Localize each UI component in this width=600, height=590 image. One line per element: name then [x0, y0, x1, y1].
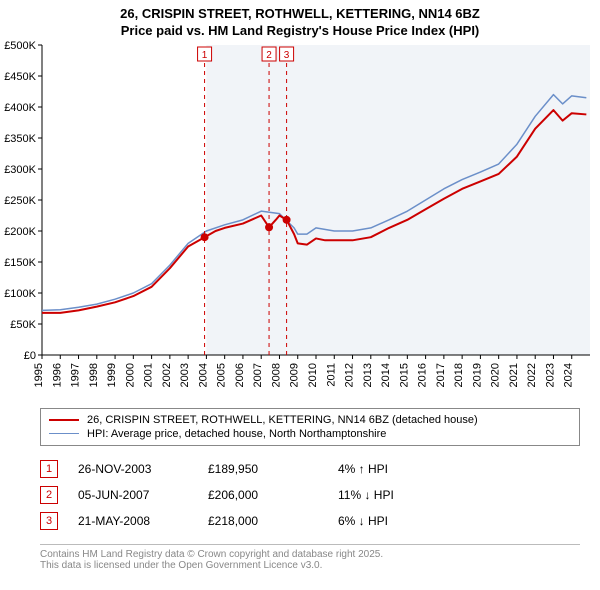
svg-text:2016: 2016 [417, 363, 429, 387]
event-price: £206,000 [208, 488, 318, 502]
svg-text:2010: 2010 [307, 363, 319, 387]
event-delta: 6% ↓ HPI [338, 514, 458, 528]
svg-text:2015: 2015 [398, 363, 410, 387]
title-line2: Price paid vs. HM Land Registry's House … [0, 23, 600, 40]
svg-text:1997: 1997 [70, 363, 82, 387]
footer-line1: Contains HM Land Registry data © Crown c… [40, 549, 580, 560]
svg-text:£200K: £200K [4, 226, 36, 238]
svg-text:2007: 2007 [252, 363, 264, 387]
legend-label-hpi: HPI: Average price, detached house, Nort… [87, 428, 386, 440]
svg-text:2011: 2011 [325, 363, 337, 387]
svg-text:£400K: £400K [4, 102, 36, 114]
svg-text:2014: 2014 [380, 363, 392, 387]
svg-text:1: 1 [202, 50, 208, 61]
event-price: £218,000 [208, 514, 318, 528]
event-row: 1 26-NOV-2003 £189,950 4% ↑ HPI [40, 456, 580, 482]
svg-text:2018: 2018 [453, 363, 465, 387]
svg-text:2004: 2004 [197, 363, 209, 387]
svg-text:2008: 2008 [270, 363, 282, 387]
svg-text:1995: 1995 [33, 363, 45, 387]
svg-text:1996: 1996 [51, 363, 63, 387]
legend-swatch-hpi [49, 433, 79, 434]
svg-text:£350K: £350K [4, 133, 36, 145]
svg-text:2022: 2022 [526, 363, 538, 387]
event-badge: 1 [40, 460, 58, 478]
svg-text:2005: 2005 [216, 363, 228, 387]
svg-text:2024: 2024 [563, 363, 575, 387]
events-table: 1 26-NOV-2003 £189,950 4% ↑ HPI 2 05-JUN… [40, 456, 580, 534]
line-chart-svg: £0 £50K £100K £150K £200K £250K £300K £350K £400… [0, 40, 600, 400]
svg-text:2019: 2019 [471, 363, 483, 387]
svg-text:£150K: £150K [4, 257, 36, 269]
legend-swatch-property [49, 419, 79, 421]
svg-text:£100K: £100K [4, 288, 36, 300]
svg-text:£500K: £500K [4, 40, 36, 52]
svg-text:2001: 2001 [143, 363, 155, 387]
svg-text:2009: 2009 [289, 363, 301, 387]
footer: Contains HM Land Registry data © Crown c… [40, 544, 580, 571]
svg-text:2000: 2000 [124, 363, 136, 387]
svg-text:1998: 1998 [88, 363, 100, 387]
legend-label-property: 26, CRISPIN STREET, ROTHWELL, KETTERING,… [87, 414, 478, 426]
event-price: £189,950 [208, 462, 318, 476]
chart-area: £0 £50K £100K £150K £200K £250K £300K £350K £400… [0, 40, 600, 400]
svg-text:£300K: £300K [4, 164, 36, 176]
legend: 26, CRISPIN STREET, ROTHWELL, KETTERING,… [40, 408, 580, 446]
svg-text:2020: 2020 [490, 363, 502, 387]
event-row: 2 05-JUN-2007 £206,000 11% ↓ HPI [40, 482, 580, 508]
svg-text:2012: 2012 [344, 363, 356, 387]
title-line1: 26, CRISPIN STREET, ROTHWELL, KETTERING,… [0, 6, 600, 23]
svg-text:3: 3 [284, 50, 290, 61]
footer-line2: This data is licensed under the Open Gov… [40, 560, 580, 571]
svg-text:2013: 2013 [362, 363, 374, 387]
svg-text:2: 2 [266, 50, 272, 61]
event-date: 21-MAY-2008 [78, 514, 188, 528]
svg-text:2002: 2002 [161, 363, 173, 387]
event-badge: 3 [40, 512, 58, 530]
legend-item-hpi: HPI: Average price, detached house, Nort… [49, 427, 571, 441]
event-row: 3 21-MAY-2008 £218,000 6% ↓ HPI [40, 508, 580, 534]
svg-text:£0: £0 [24, 350, 36, 362]
svg-text:2021: 2021 [508, 363, 520, 387]
svg-text:£50K: £50K [10, 319, 36, 331]
svg-text:2023: 2023 [544, 363, 556, 387]
svg-text:£450K: £450K [4, 71, 36, 83]
event-delta: 11% ↓ HPI [338, 488, 458, 502]
event-date: 26-NOV-2003 [78, 462, 188, 476]
svg-text:£250K: £250K [4, 195, 36, 207]
event-badge: 2 [40, 486, 58, 504]
chart-title: 26, CRISPIN STREET, ROTHWELL, KETTERING,… [0, 0, 600, 40]
event-delta: 4% ↑ HPI [338, 462, 458, 476]
svg-text:2003: 2003 [179, 363, 191, 387]
svg-text:2006: 2006 [234, 363, 246, 387]
svg-text:1999: 1999 [106, 363, 118, 387]
event-date: 05-JUN-2007 [78, 488, 188, 502]
legend-item-property: 26, CRISPIN STREET, ROTHWELL, KETTERING,… [49, 413, 571, 427]
svg-text:2017: 2017 [435, 363, 447, 387]
chart-container: 26, CRISPIN STREET, ROTHWELL, KETTERING,… [0, 0, 600, 571]
